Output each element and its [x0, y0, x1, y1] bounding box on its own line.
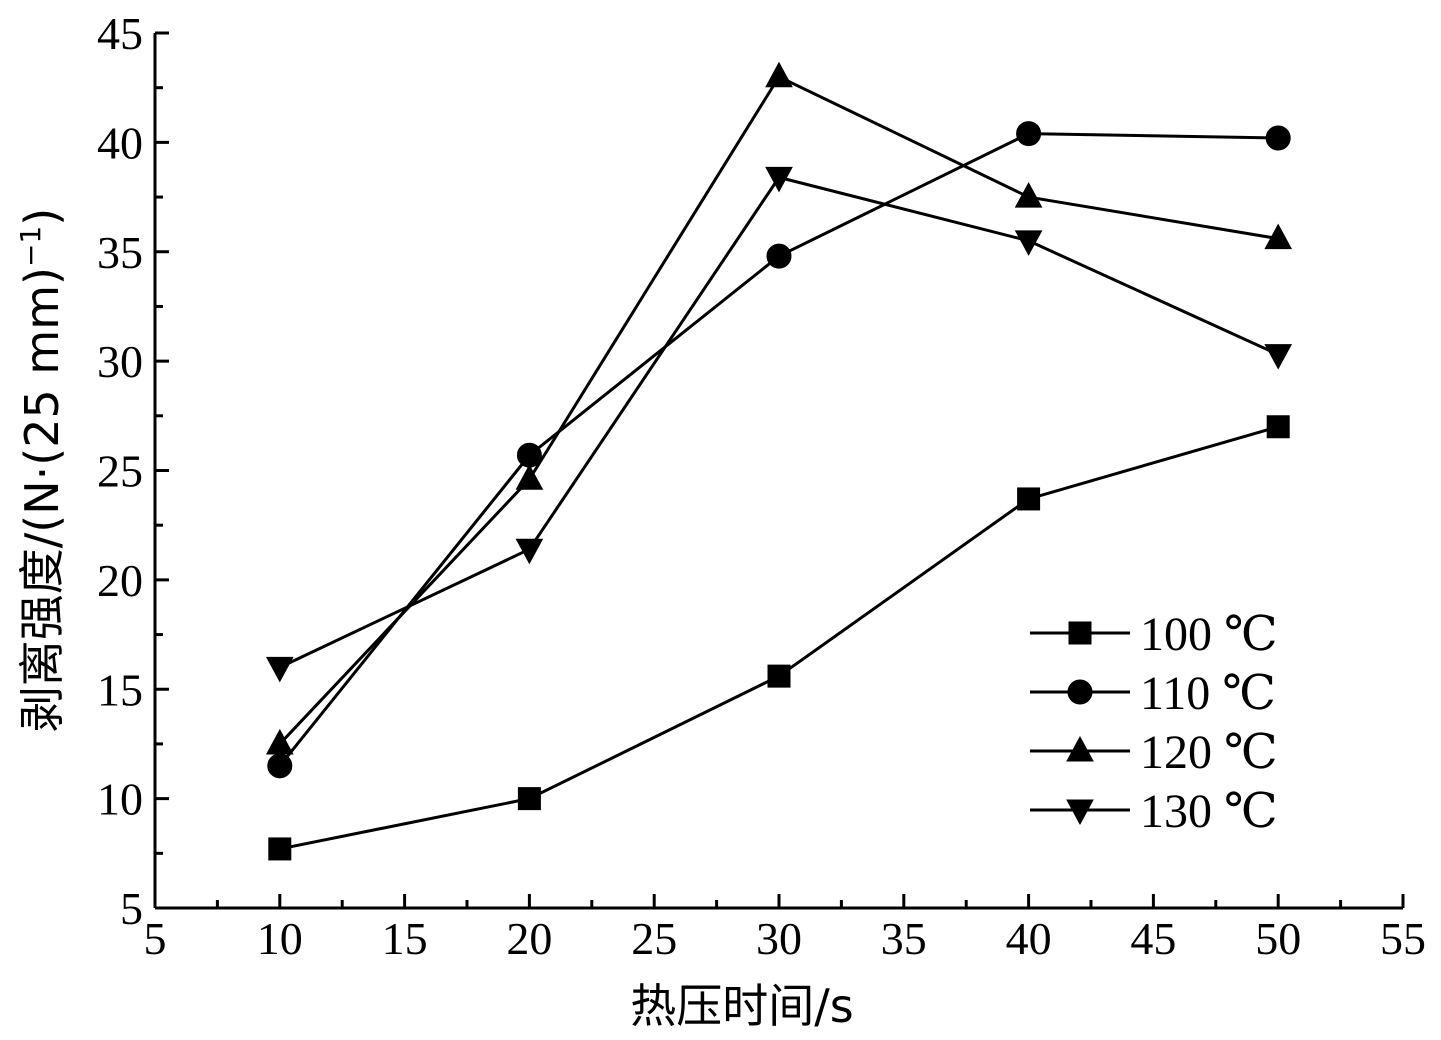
legend-label: 110 ℃: [1140, 667, 1276, 720]
y-tick-label: 20: [97, 555, 143, 606]
legend-label: 130 ℃: [1140, 785, 1278, 838]
legend-item: 110 ℃: [1030, 667, 1276, 720]
data-point: [1264, 223, 1293, 250]
data-point: [265, 656, 294, 683]
x-tick-label: 45: [1130, 913, 1176, 964]
data-point: [517, 787, 541, 811]
data-point: [268, 837, 292, 861]
data-point: [515, 464, 544, 490]
legend-marker: [1068, 621, 1092, 645]
data-point: [1266, 415, 1290, 439]
x-tick-label: 55: [1380, 913, 1426, 964]
data-point: [1264, 344, 1293, 370]
data-point: [1017, 487, 1041, 511]
series-line: [279, 425, 1279, 851]
data-point: [1265, 125, 1291, 151]
data-point: [765, 166, 793, 193]
data-point: [766, 243, 792, 269]
series-3: [265, 166, 1293, 683]
y-axis-title-close: ): [15, 208, 69, 226]
y-axis-title: 剥离强度/(N·(25 mm)−1): [14, 208, 69, 732]
y-tick-label: 25: [97, 446, 143, 497]
data-point: [1016, 121, 1042, 147]
series-0: [268, 415, 1290, 861]
legend-label: 120 ℃: [1140, 726, 1278, 779]
x-tick-label: 25: [631, 913, 677, 964]
x-axis-ticks: 5 10 15 20 25 30 35 40 45 50 55: [144, 894, 1426, 964]
legend-item: 130 ℃: [1030, 785, 1278, 838]
x-tick-label: 15: [382, 913, 428, 964]
legend-marker: [1066, 735, 1094, 762]
data-point: [765, 61, 793, 88]
y-tick-label: 15: [97, 664, 143, 715]
y-tick-label: 5: [120, 883, 143, 934]
series-2: [265, 61, 1293, 755]
data-point: [1014, 230, 1043, 256]
legend-item: 100 ℃: [1030, 608, 1278, 661]
legend-item: 120 ℃: [1030, 726, 1278, 779]
x-tick-label: 35: [881, 913, 927, 964]
legend-marker: [1067, 679, 1093, 705]
y-tick-label: 10: [97, 774, 143, 825]
y-axis-title-superscript: −1: [14, 226, 47, 267]
series-group: [265, 61, 1293, 861]
data-point: [767, 664, 791, 688]
x-tick-label: 20: [506, 913, 552, 964]
x-tick-label: 30: [756, 913, 802, 964]
x-tick-label: 5: [144, 913, 167, 964]
x-tick-label: 50: [1255, 913, 1301, 964]
legend-label: 100 ℃: [1140, 608, 1278, 661]
data-point: [515, 538, 544, 565]
x-tick-label: 10: [257, 913, 303, 964]
y-tick-label: 30: [97, 336, 143, 387]
x-axis-title: 热压时间/s: [630, 979, 853, 1033]
data-point: [1014, 182, 1043, 208]
y-tick-label: 45: [97, 8, 143, 59]
legend-marker: [1066, 799, 1094, 826]
x-tick-label: 40: [1006, 913, 1052, 964]
y-axis-title-main: 剥离强度/(N·(25 mm): [15, 267, 69, 732]
y-axis-ticks: 5 10 15 20 25 30 35 40 45: [97, 8, 169, 934]
y-tick-label: 40: [97, 117, 143, 168]
legend: 100 ℃ 110 ℃ 120 ℃ 130 ℃: [1030, 608, 1278, 838]
data-point: [267, 753, 293, 779]
y-tick-label: 35: [97, 227, 143, 278]
data-point: [265, 728, 294, 755]
